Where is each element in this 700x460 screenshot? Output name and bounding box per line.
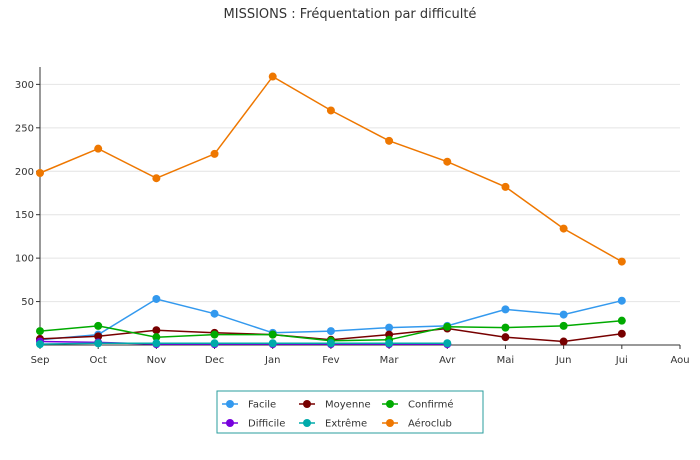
legend-marker-2 <box>386 400 394 408</box>
data-point-5-5 <box>326 106 335 115</box>
data-point-2-8 <box>501 323 510 332</box>
data-point-2-10 <box>617 316 626 325</box>
data-point-5-2 <box>152 174 161 183</box>
data-point-5-4 <box>268 72 277 81</box>
data-point-1-2 <box>152 326 161 335</box>
legend-label-2: Confirmé <box>408 399 454 411</box>
data-point-4-2 <box>152 339 161 348</box>
x-tick-label-jui: Jui <box>615 355 628 366</box>
x-tick-label-fev: Fev <box>322 355 339 366</box>
legend-marker-4 <box>303 419 311 427</box>
data-point-4-0 <box>36 340 44 349</box>
data-point-1-9 <box>559 337 568 346</box>
data-point-2-2 <box>152 333 161 342</box>
gridlines <box>40 83 680 303</box>
data-point-0-8 <box>501 305 510 314</box>
data-point-5-6 <box>385 136 394 145</box>
data-point-2-4 <box>268 330 277 339</box>
legend-label-3: Difficile <box>248 419 285 430</box>
x-tick-label-jan: Jan <box>264 355 280 366</box>
series-5 <box>36 72 626 266</box>
data-point-5-10 <box>617 257 626 266</box>
chart-title: MISSIONS : Fréquentation par difficulté <box>224 7 477 22</box>
x-tick-label-mai: Mai <box>497 355 515 366</box>
series-lines <box>36 72 626 349</box>
x-tick-label-oct: Oct <box>90 355 107 366</box>
legend-marker-3 <box>226 419 234 427</box>
legend-label-5: Aéroclub <box>408 418 452 430</box>
series-line-4 <box>39 342 448 345</box>
legend-label-0: Facile <box>248 400 276 411</box>
data-point-5-3 <box>210 149 219 158</box>
data-point-0-2 <box>152 294 161 303</box>
legend-label-1: Moyenne <box>325 400 371 411</box>
data-point-2-3 <box>210 330 219 339</box>
data-point-0-9 <box>559 310 568 319</box>
x-tick-label-avr: Avr <box>439 355 456 366</box>
legend: Facile Moyenne Confirmé Difficile Extrême Aér… <box>216 390 484 434</box>
data-point-4-4 <box>268 339 277 348</box>
data-point-5-1 <box>94 144 103 153</box>
legend-label-4: Extrême <box>325 418 367 430</box>
legend-item-1: Moyenne <box>299 400 371 411</box>
y-tick-label-150: 150 <box>15 210 34 221</box>
data-point-1-8 <box>501 333 510 342</box>
data-point-0-5 <box>326 327 335 336</box>
legend-item-2: Confirmé <box>382 399 454 411</box>
data-point-2-1 <box>94 321 103 330</box>
y-tick-label-50: 50 <box>21 297 34 308</box>
data-point-2-0 <box>36 327 44 336</box>
data-point-4-1 <box>94 339 103 348</box>
data-point-5-9 <box>559 224 568 233</box>
legend-item-5: Aéroclub <box>382 418 452 430</box>
data-point-0-6 <box>385 323 394 332</box>
legend-marker-0 <box>226 400 234 408</box>
data-point-4-7 <box>443 339 452 348</box>
y-tick-label-250: 250 <box>15 123 34 134</box>
x-tick-label-aou: Aou <box>670 355 689 366</box>
series-line-5 <box>39 75 623 263</box>
axes: 50 100 150 200 250 300 Sep Oct Nov Dec Jan Fev Mar Av… <box>15 67 690 366</box>
legend-box <box>216 390 484 434</box>
legend-marker-5 <box>386 419 394 427</box>
x-tick-label-mar: Mar <box>380 355 400 366</box>
x-tick-label-dec: Dec <box>205 355 224 366</box>
legend-marker-1 <box>303 400 311 408</box>
y-tick-label-200: 200 <box>15 167 34 178</box>
data-point-5-7 <box>443 157 452 166</box>
data-point-5-0 <box>36 168 44 177</box>
x-tick-label-jun: Jun <box>555 355 572 366</box>
data-point-2-7 <box>443 322 452 331</box>
data-point-5-8 <box>501 182 510 191</box>
y-tick-label-300: 300 <box>15 80 34 91</box>
series-4 <box>36 339 452 349</box>
data-point-4-5 <box>326 339 335 348</box>
data-point-1-1 <box>94 332 103 341</box>
x-tick-label-nov: Nov <box>147 355 167 366</box>
data-point-0-3 <box>210 309 219 318</box>
legend-item-3: Difficile <box>222 419 285 430</box>
data-point-4-6 <box>385 339 394 348</box>
data-point-1-10 <box>617 329 626 338</box>
data-point-2-9 <box>559 321 568 330</box>
data-point-0-10 <box>617 296 626 305</box>
legend-item-0: Facile <box>222 400 276 411</box>
y-tick-label-100: 100 <box>15 254 34 265</box>
legend-item-4: Extrême <box>299 418 367 430</box>
x-tick-label-sep: Sep <box>31 355 50 366</box>
data-point-4-3 <box>210 339 219 348</box>
